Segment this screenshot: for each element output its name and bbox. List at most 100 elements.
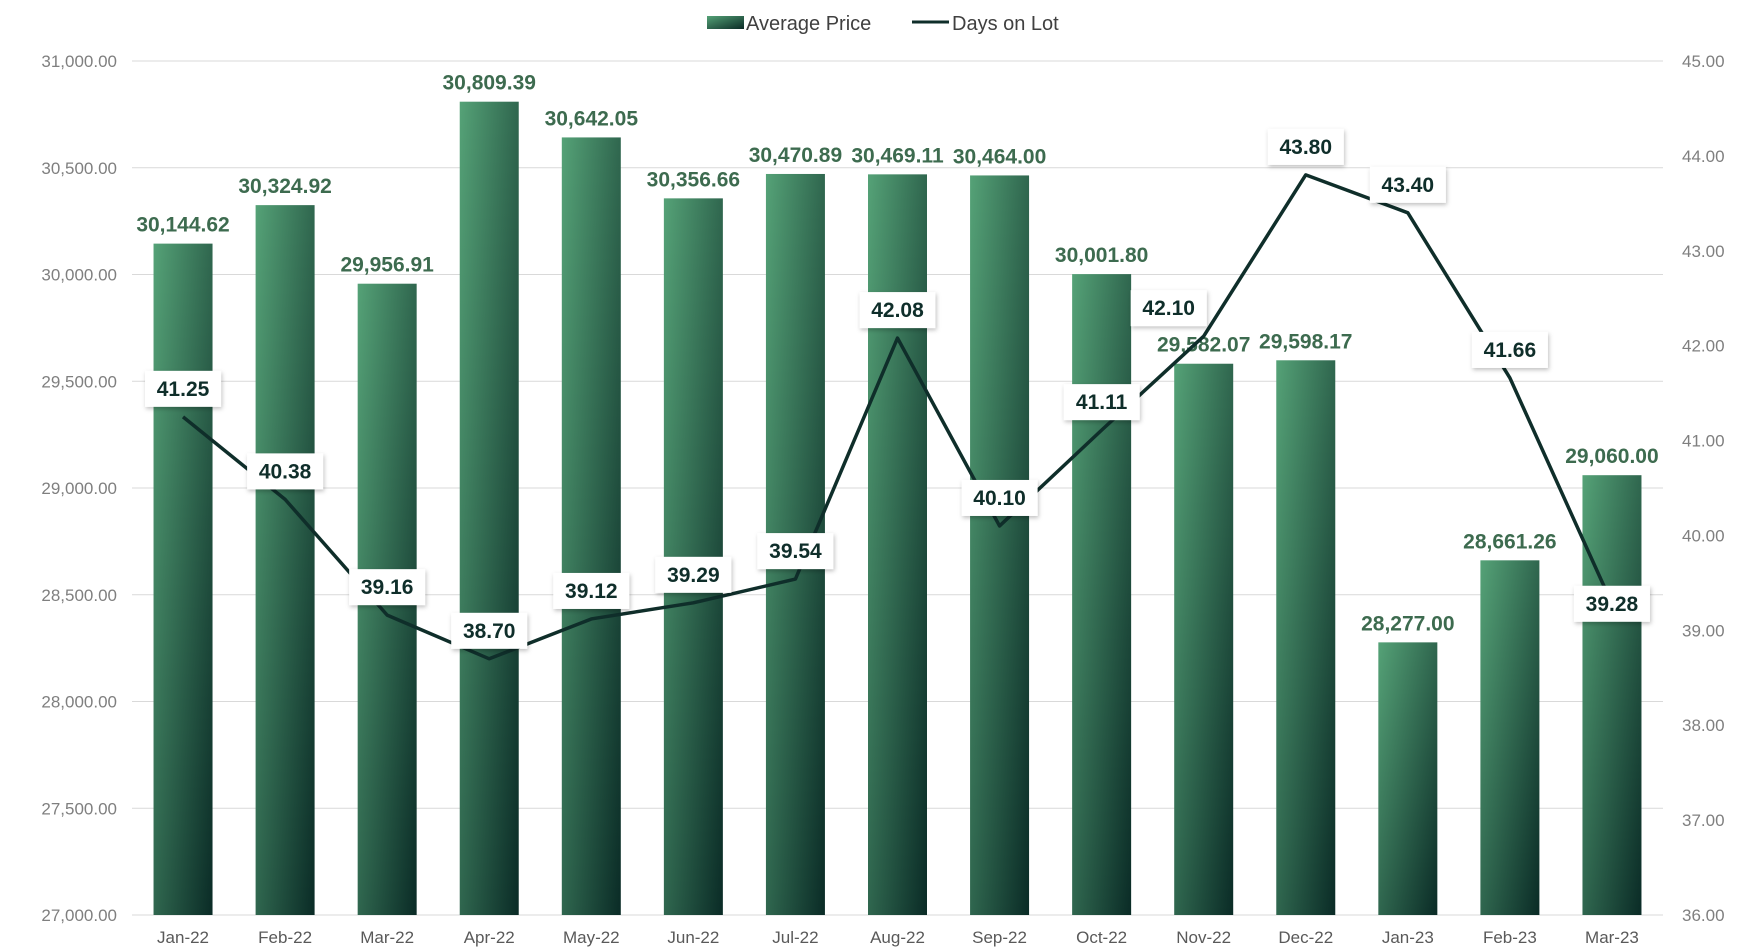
x-tick-label: Dec-22 — [1278, 928, 1333, 947]
x-tick-label: Jan-22 — [157, 928, 209, 947]
bar — [1480, 560, 1540, 915]
right-tick-label: 45.00 — [1682, 52, 1725, 71]
left-tick-label: 29,000.00 — [41, 479, 117, 498]
line-data-labels: 41.25 40.38 39.16 38.70 39.12 39.29 39.54 42.08… — [145, 128, 1650, 649]
x-tick-label: Apr-22 — [464, 928, 515, 947]
line-data-label-box — [145, 370, 222, 407]
line-data-label: 42.08 — [871, 299, 924, 322]
x-tick-label: May-22 — [563, 928, 620, 947]
bar — [1072, 274, 1132, 915]
bar — [1276, 360, 1336, 915]
x-tick-label: Aug-22 — [870, 928, 925, 947]
x-tick-label: Jan-23 — [1382, 928, 1434, 947]
left-tick-label: 27,000.00 — [41, 906, 117, 925]
bar-data-label: 28,277.00 — [1361, 612, 1454, 635]
left-tick-label: 27,500.00 — [41, 799, 117, 818]
line-data-label: 41.11 — [1076, 391, 1128, 414]
line-data-label-box — [451, 612, 528, 649]
x-tick-label: Oct-22 — [1076, 928, 1127, 947]
line-data-label: 41.25 — [157, 378, 210, 401]
x-tick-label: Mar-22 — [360, 928, 414, 947]
line-data-label: 42.10 — [1142, 297, 1195, 320]
right-tick-label: 39.00 — [1682, 621, 1725, 640]
line-data-label-box — [349, 569, 426, 606]
bar-data-label: 30,470.89 — [749, 144, 842, 167]
line-data-label: 40.10 — [973, 487, 1026, 510]
x-tick-label: Nov-22 — [1176, 928, 1231, 947]
line-data-label: 39.12 — [565, 580, 618, 603]
bar — [1582, 475, 1642, 915]
right-tick-label: 38.00 — [1682, 716, 1725, 735]
line-data-label-box — [1573, 585, 1650, 622]
x-tick-label: Sep-22 — [972, 928, 1027, 947]
bar-series-average-price — [153, 101, 1642, 916]
left-tick-label: 29,500.00 — [41, 372, 117, 391]
line-data-label-box — [859, 292, 936, 329]
x-tick-label: Feb-22 — [258, 928, 312, 947]
line-data-label-box — [757, 533, 834, 570]
line-data-label: 39.29 — [667, 564, 720, 587]
right-tick-label: 41.00 — [1682, 432, 1725, 451]
bar — [868, 174, 927, 915]
bar — [459, 101, 519, 915]
bar-data-label: 30,642.05 — [545, 107, 639, 130]
line-data-label-box — [247, 453, 324, 490]
line-data-label-box — [1369, 166, 1446, 203]
bar — [1174, 363, 1234, 916]
line-data-label: 39.28 — [1586, 593, 1639, 616]
line-data-label-box — [553, 572, 630, 609]
bar — [1378, 642, 1438, 915]
x-tick-label: Jul-22 — [772, 928, 818, 947]
x-tick-label: Jun-22 — [667, 928, 719, 947]
right-axis: 36.00 37.00 38.00 39.00 40.00 41.00 42.00 43.00… — [1682, 52, 1725, 925]
left-tick-label: 31,000.00 — [41, 52, 117, 71]
right-tick-label: 36.00 — [1682, 906, 1725, 925]
legend-swatch-average-price — [707, 16, 744, 29]
x-tick-label: Mar-23 — [1585, 928, 1639, 947]
x-axis: Jan-22 Feb-22 Mar-22 Apr-22 May-22 Jun-22 Jul-… — [157, 928, 1639, 947]
line-data-label: 40.38 — [259, 460, 312, 483]
bar — [561, 137, 621, 916]
right-tick-label: 44.00 — [1682, 147, 1725, 166]
bar-data-label: 29,060.00 — [1565, 445, 1658, 468]
right-tick-label: 40.00 — [1682, 526, 1725, 545]
line-data-label: 39.16 — [361, 576, 414, 599]
bar-data-label: 30,324.92 — [238, 175, 331, 198]
line-data-label: 41.66 — [1484, 339, 1537, 362]
bar-data-label: 29,582.07 — [1157, 334, 1250, 357]
bar-data-labels: 30,144.62 30,324.92 29,956.91 30,809.39 30,6… — [136, 72, 1658, 636]
x-tick-label: Feb-23 — [1483, 928, 1537, 947]
bar — [153, 243, 213, 915]
line-data-label-box — [1063, 384, 1140, 421]
bar-data-label: 30,469.11 — [851, 144, 944, 167]
right-tick-label: 42.00 — [1682, 337, 1725, 356]
right-tick-label: 43.00 — [1682, 242, 1725, 261]
line-data-label: 38.70 — [463, 620, 516, 643]
bar-data-label: 30,001.80 — [1055, 244, 1148, 267]
chart-legend: Average Price Days on Lot — [707, 13, 1059, 35]
left-tick-label: 28,000.00 — [41, 693, 117, 712]
left-axis: 27,000.00 27,500.00 28,000.00 28,500.00 29,0… — [41, 52, 117, 925]
line-data-label: 39.54 — [769, 540, 822, 563]
line-data-label: 43.40 — [1382, 174, 1435, 197]
right-tick-label: 37.00 — [1682, 811, 1725, 830]
line-data-label-box — [655, 556, 732, 593]
left-tick-label: 28,500.00 — [41, 586, 117, 605]
bar — [255, 205, 315, 915]
line-data-label-box — [1130, 290, 1207, 327]
bar-data-label: 29,598.17 — [1259, 330, 1352, 353]
line-data-label-box — [1267, 128, 1344, 165]
legend-label-average-price: Average Price — [746, 13, 871, 35]
bar-data-label: 30,356.66 — [647, 168, 740, 191]
left-tick-label: 30,500.00 — [41, 159, 117, 178]
bar — [663, 198, 723, 915]
bar — [970, 175, 1030, 915]
legend-label-days-on-lot: Days on Lot — [952, 13, 1059, 35]
bar-data-label: 30,809.39 — [443, 72, 536, 95]
bar-data-label: 28,661.26 — [1463, 530, 1556, 553]
bar-data-label: 30,144.62 — [136, 214, 229, 237]
line-data-label-box — [961, 479, 1038, 516]
bar-data-label: 30,464.00 — [953, 145, 1046, 168]
bar-data-label: 29,956.91 — [340, 254, 434, 277]
